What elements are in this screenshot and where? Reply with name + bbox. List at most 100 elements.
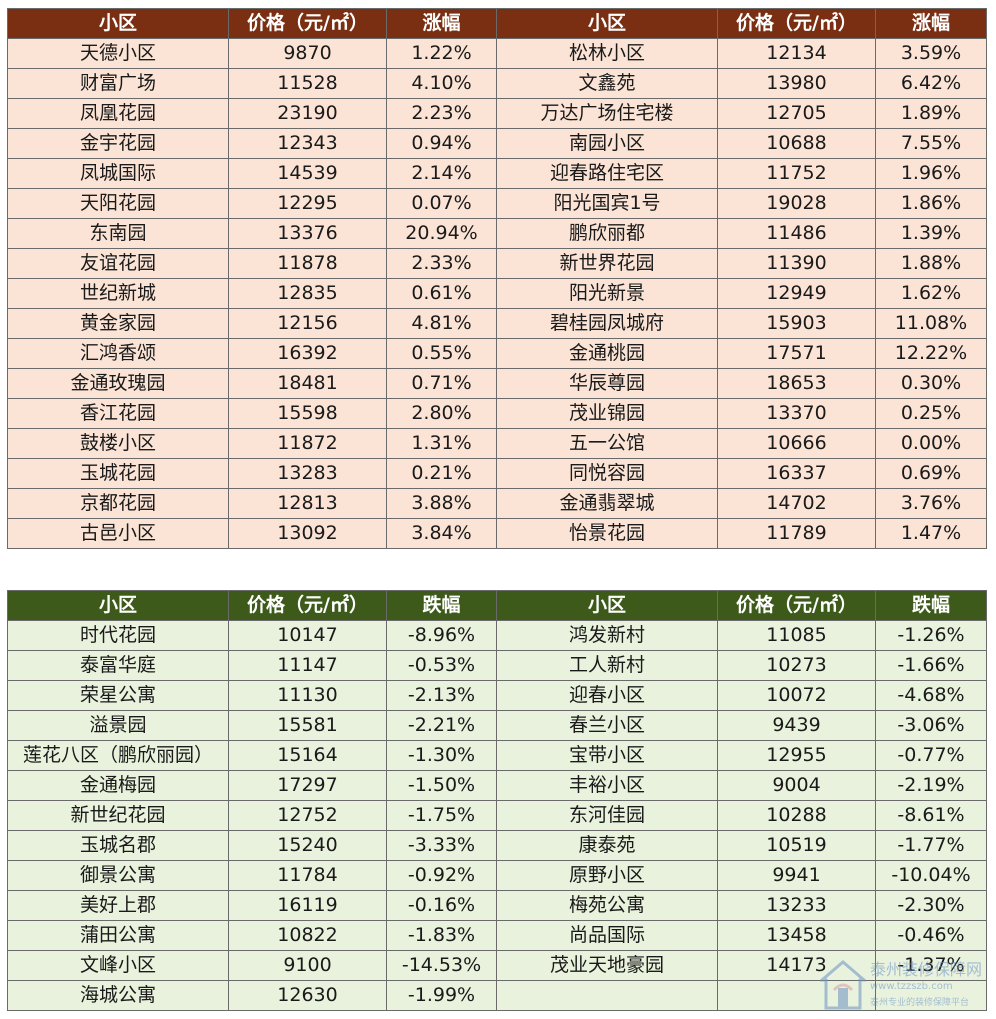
price-cell: 18481 xyxy=(228,368,387,399)
price-cell: 16119 xyxy=(228,890,387,921)
table-row: 凤凰花园 23190 2.23% 万达广场住宅楼 12705 1.89% xyxy=(7,98,987,129)
price-cell xyxy=(717,980,876,1011)
community-name-cell: 东南园 xyxy=(7,218,229,249)
community-name-cell: 友谊花园 xyxy=(7,248,229,279)
change-cell: 2.23% xyxy=(386,98,497,129)
table-row: 天德小区 9870 1.22% 松林小区 12134 3.59% xyxy=(7,38,987,69)
change-cell: 1.39% xyxy=(875,218,987,249)
change-cell: 7.55% xyxy=(875,128,987,159)
change-cell: -0.92% xyxy=(386,860,497,891)
table-row: 黄金家园 12156 4.81% 碧桂园凤城府 15903 11.08% xyxy=(7,308,987,339)
community-name-cell: 御景公寓 xyxy=(7,860,229,891)
community-name-cell: 尚品国际 xyxy=(496,920,718,951)
price-cell: 12134 xyxy=(717,38,876,69)
table-row: 御景公寓 11784 -0.92% 原野小区 9941 -10.04% xyxy=(7,860,987,891)
change-cell: -1.50% xyxy=(386,770,497,801)
price-cell: 13376 xyxy=(228,218,387,249)
price-cell: 13092 xyxy=(228,518,387,549)
table-row: 时代花园 10147 -8.96% 鸿发新村 11085 -1.26% xyxy=(7,620,987,651)
community-name-cell: 金通翡翠城 xyxy=(496,488,718,519)
change-cell: 1.96% xyxy=(875,158,987,189)
community-name-cell: 黄金家园 xyxy=(7,308,229,339)
community-name-cell: 美好上郡 xyxy=(7,890,229,921)
price-cell: 18653 xyxy=(717,368,876,399)
table-row: 天阳花园 12295 0.07% 阳光国宾1号 19028 1.86% xyxy=(7,188,987,219)
change-cell: -0.53% xyxy=(386,650,497,681)
price-cell: 10688 xyxy=(717,128,876,159)
community-name-cell: 怡景花园 xyxy=(496,518,718,549)
price-cell: 11872 xyxy=(228,428,387,459)
table-row: 玉城名郡 15240 -3.33% 康泰苑 10519 -1.77% xyxy=(7,830,987,861)
header-price-col5: 价格（元/㎡） xyxy=(717,8,876,39)
watermark-url: www.tzzszb.com xyxy=(870,981,953,992)
community-name-cell: 原野小区 xyxy=(496,860,718,891)
community-name-cell: 京都花园 xyxy=(7,488,229,519)
table-row: 文峰小区 9100 -14.53% 茂业天地豪园 14173 -1.37% xyxy=(7,950,987,981)
community-name-cell: 松林小区 xyxy=(496,38,718,69)
change-cell: 0.00% xyxy=(875,428,987,459)
community-name-cell: 阳光新景 xyxy=(496,278,718,309)
community-name-cell: 泰富华庭 xyxy=(7,650,229,681)
change-cell: -3.33% xyxy=(386,830,497,861)
price-cell: 11130 xyxy=(228,680,387,711)
header-change-col3: 跌幅 xyxy=(386,590,497,621)
change-cell: -10.04% xyxy=(875,860,987,891)
price-cell: 19028 xyxy=(717,188,876,219)
change-cell: 11.08% xyxy=(875,308,987,339)
price-cell: 12835 xyxy=(228,278,387,309)
price-cell: 11878 xyxy=(228,248,387,279)
watermark: 泰州装修保障网 www.tzzszb.com 泰州专业的装修保障平台 xyxy=(820,958,990,1016)
community-name-cell: 茂业天地豪园 xyxy=(496,950,718,981)
price-cell: 13980 xyxy=(717,68,876,99)
community-name-cell: 蒲田公寓 xyxy=(7,920,229,951)
price-cell: 15240 xyxy=(228,830,387,861)
price-cell: 11486 xyxy=(717,218,876,249)
price-cell: 11390 xyxy=(717,248,876,279)
price-cell: 23190 xyxy=(228,98,387,129)
price-cell: 10273 xyxy=(717,650,876,681)
change-cell: -14.53% xyxy=(386,950,497,981)
community-name-cell: 丰裕小区 xyxy=(496,770,718,801)
header-price-col2: 价格（元/㎡） xyxy=(228,590,387,621)
community-name-cell: 鸿发新村 xyxy=(496,620,718,651)
community-name-cell: 金通桃园 xyxy=(496,338,718,369)
price-cell: 12752 xyxy=(228,800,387,831)
table-row: 东南园 13376 20.94% 鹏欣丽都 11486 1.39% xyxy=(7,218,987,249)
table-row: 汇鸿香颂 16392 0.55% 金通桃园 17571 12.22% xyxy=(7,338,987,369)
table-row: 海城公寓 12630 -1.99% xyxy=(7,980,987,1011)
community-name-cell: 荣星公寓 xyxy=(7,680,229,711)
community-name-cell: 文峰小区 xyxy=(7,950,229,981)
change-cell: 0.61% xyxy=(386,278,497,309)
community-name-cell: 工人新村 xyxy=(496,650,718,681)
price-cell: 17571 xyxy=(717,338,876,369)
change-cell: 1.62% xyxy=(875,278,987,309)
price-cell: 11789 xyxy=(717,518,876,549)
community-name-cell: 南园小区 xyxy=(496,128,718,159)
change-cell: 1.31% xyxy=(386,428,497,459)
community-name-cell: 同悦容园 xyxy=(496,458,718,489)
community-name-cell: 康泰苑 xyxy=(496,830,718,861)
price-cell: 12343 xyxy=(228,128,387,159)
watermark-slogan: 泰州专业的装修保障平台 xyxy=(870,998,970,1008)
change-cell: 1.47% xyxy=(875,518,987,549)
change-cell: -1.30% xyxy=(386,740,497,771)
change-cell: 2.14% xyxy=(386,158,497,189)
change-cell: 3.59% xyxy=(875,38,987,69)
price-cell: 11085 xyxy=(717,620,876,651)
table-row: 玉城花园 13283 0.21% 同悦容园 16337 0.69% xyxy=(7,458,987,489)
price-cell: 10519 xyxy=(717,830,876,861)
price-cell: 10147 xyxy=(228,620,387,651)
community-name-cell: 玉城名郡 xyxy=(7,830,229,861)
community-name-cell: 溢景园 xyxy=(7,710,229,741)
price-cell: 16392 xyxy=(228,338,387,369)
table-row: 金通梅园 17297 -1.50% 丰裕小区 9004 -2.19% xyxy=(7,770,987,801)
header-community-col4: 小区 xyxy=(496,590,718,621)
change-cell: 1.22% xyxy=(386,38,497,69)
community-name-cell: 玉城花园 xyxy=(7,458,229,489)
table-row: 财富广场 11528 4.10% 文鑫苑 13980 6.42% xyxy=(7,68,987,99)
price-cell: 13458 xyxy=(717,920,876,951)
community-name-cell: 万达广场住宅楼 xyxy=(496,98,718,129)
price-cell: 12630 xyxy=(228,980,387,1011)
community-name-cell: 金通玫瑰园 xyxy=(7,368,229,399)
community-name-cell: 汇鸿香颂 xyxy=(7,338,229,369)
